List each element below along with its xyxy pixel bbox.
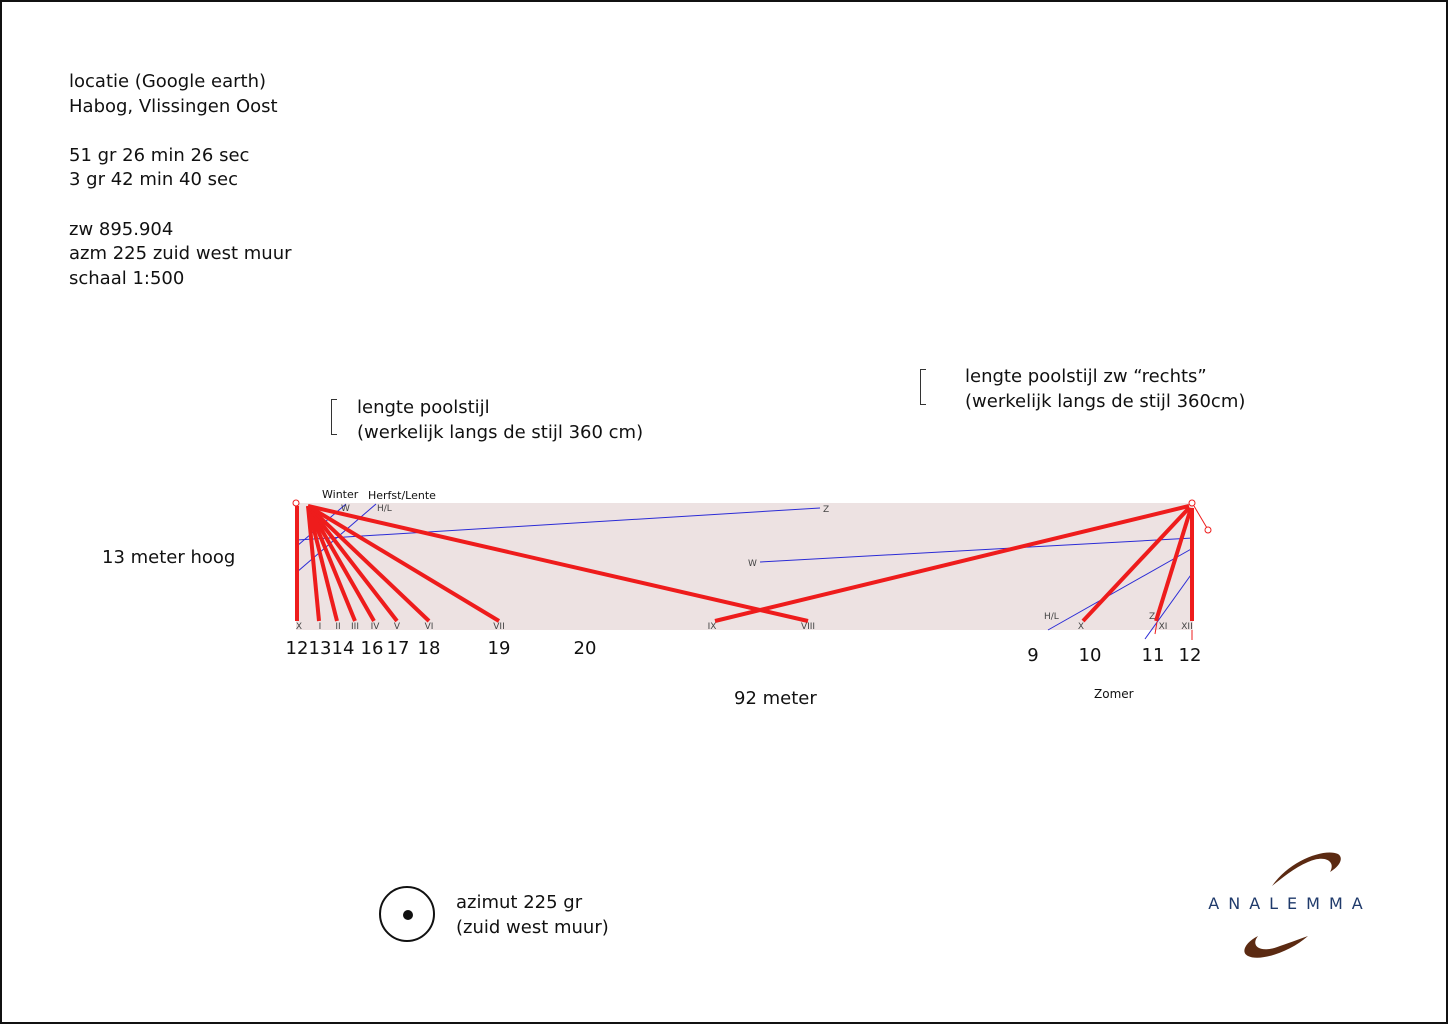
roman-vii: VII [493,622,504,632]
hour-12-right: 12 [1178,645,1202,666]
hour-line-xi [1154,507,1193,622]
right-gnomon-bracket [920,369,926,405]
summer-line-right [1144,571,1194,640]
xi-tick-right [1154,621,1158,635]
hour-line-x-right [1081,506,1191,623]
hl-small-label: H/L [377,504,392,514]
wall-rect [296,503,1193,630]
roman-x-right: X [1078,622,1084,632]
hour-12-left: 12 [285,638,309,659]
left-gnomon-sub: (werkelijk langs de stijl 360 cm) [357,422,644,443]
left-gnomon-bracket [331,399,337,435]
roman-v: V [394,622,401,632]
gnomon-foot-left [292,499,300,507]
hour-9: 9 [1027,645,1039,666]
height-label: 13 meter hoog [102,547,236,568]
winter-label: Winter [322,488,359,501]
winter-line-right [759,537,1194,563]
roman-iii: III [351,622,359,632]
azimuth-line1: azimut 225 gr [456,892,583,913]
analemma-logo: ANALEMMA [1208,852,1371,958]
hour-19: 19 [487,638,511,659]
w-mid-label: W [748,559,757,569]
w-small-label: W [341,504,350,514]
gnomon-right [1193,505,1208,529]
hour-line-i [306,505,321,622]
azimuth-symbol-dot [403,910,413,920]
gnomon-tip-right [1204,526,1212,534]
right-gnomon-title: lengte poolstijl zw “rechts” [965,366,1207,387]
left-gnomon-note: lengte poolstijl (werkelijk langs de sti… [357,395,643,445]
left-gnomon-title: lengte poolstijl [357,397,490,418]
autumn-spring-line-right [1047,547,1194,631]
right-gnomon-note: lengte poolstijl zw “rechts” (werkelijk … [965,364,1245,414]
hour-line-ii [306,505,339,622]
autumn-spring-label: Herfst/Lente [368,489,436,502]
hl-right-label: H/L [1044,612,1059,622]
hour-10: 10 [1078,645,1102,666]
hour-line-vi [306,504,431,623]
summer-line-left [296,507,821,541]
hour-17: 17 [386,638,410,659]
site-info: locatie (Google earth) Habog, Vlissingen… [69,70,292,291]
hour-line-viii [307,504,809,623]
hour-line-iii [306,505,357,622]
roman-xi: XI [1159,622,1168,632]
hour-16: 16 [360,638,384,659]
location-name: Habog, Vlissingen Oost [69,95,278,117]
z-right-label: Z [1149,612,1155,622]
hour-18: 18 [417,638,441,659]
hour-11: 11 [1141,645,1165,666]
hour-13: 13 [308,638,332,659]
azimuth-symbol [379,886,435,942]
scale: schaal 1:500 [69,267,185,289]
roman-viii: VIII [801,622,815,632]
logo-text: ANALEMMA [1208,894,1371,913]
longitude: 3 gr 42 min 40 sec [69,169,238,191]
location-label: locatie (Google earth) [69,71,267,92]
logo-swoosh-bottom [1244,936,1308,958]
hour-line-iv [306,505,376,622]
logo-swoosh-top [1272,852,1341,886]
azimuth-line2: (zuid west muur) [456,917,609,938]
roman-i: I [319,622,322,632]
roman-iv: IV [371,622,381,632]
azimuth-note: azimut 225 gr (zuid west muur) [456,890,609,940]
roman-vi: VI [425,622,434,632]
roman-ii: II [335,622,340,632]
roman-xii: XII [1181,622,1192,632]
roman-ix: IX [708,622,717,632]
right-gnomon-sub: (werkelijk langs de stijl 360cm) [965,391,1246,412]
gnomon-foot-right [1188,499,1196,507]
summer-label: Zomer [1094,687,1134,701]
zw-value: zw 895.904 [69,218,174,240]
hour-line-ix [714,504,1190,623]
wall-azimuth: azm 225 zuid west muur [69,243,292,265]
latitude: 51 gr 26 min 26 sec [69,144,250,166]
hour-line-vii [306,504,501,623]
hour-line-v [306,504,399,623]
z-small-label: Z [823,505,829,515]
width-label: 92 meter [734,688,817,709]
roman-x-left: X [296,622,302,632]
hour-14: 14 [331,638,355,659]
hour-20: 20 [573,638,597,659]
